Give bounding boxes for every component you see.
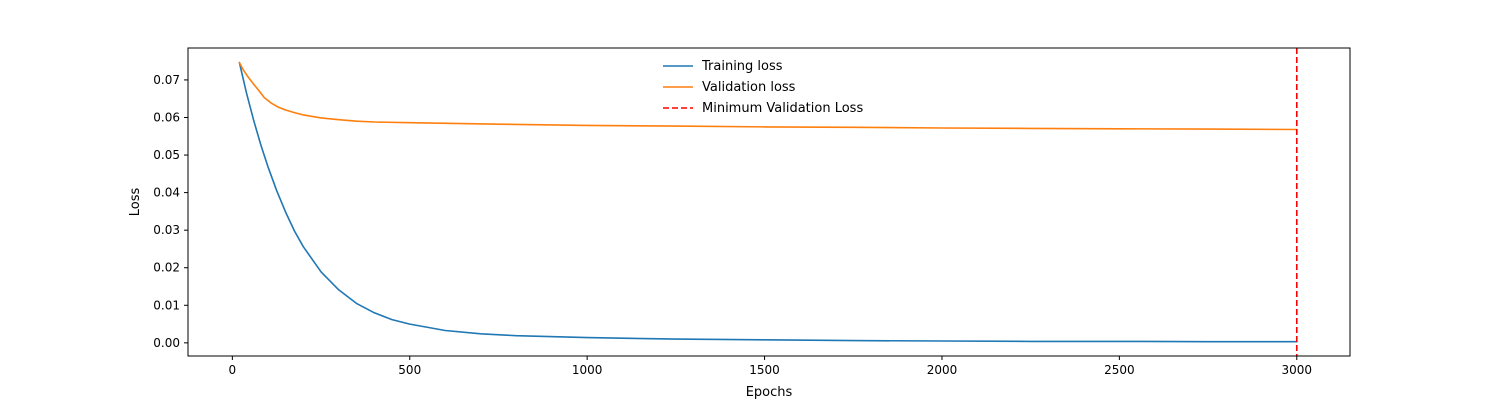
plot-series [238, 61, 1298, 343]
legend-label: Training loss [701, 59, 783, 74]
legend-item-minimum-validation-loss: Minimum Validation Loss [663, 101, 863, 116]
legend-label: Minimum Validation Loss [702, 101, 863, 116]
y-tick-label: 0.06 [153, 110, 180, 124]
legend-label: Validation loss [702, 80, 796, 95]
y-axis: 0.00 0.01 0.02 0.03 0.04 0.05 0.06 0.07 [153, 73, 188, 350]
x-tick-label: 1500 [749, 363, 780, 377]
y-tick-label: 0.07 [153, 73, 180, 87]
x-tick-label: 0 [229, 363, 237, 377]
x-axis-label: Epochs [746, 385, 793, 400]
y-tick-label: 0.00 [153, 336, 180, 350]
x-tick-label: 2000 [927, 363, 958, 377]
y-tick-label: 0.04 [153, 186, 180, 200]
training-loss-line [238, 61, 1298, 343]
legend: Training loss Validation loss Minimum Vali… [663, 59, 863, 116]
x-tick-label: 3000 [1282, 363, 1313, 377]
legend-item-training-loss: Training loss [663, 59, 783, 74]
x-tick-label: 1000 [572, 363, 603, 377]
y-tick-label: 0.02 [153, 261, 180, 275]
y-tick-label: 0.03 [153, 223, 180, 237]
plot-frame [187, 47, 1351, 357]
y-tick-label: 0.05 [153, 148, 180, 162]
x-axis: 0 500 1000 1500 2000 2500 3000 [229, 356, 1313, 377]
x-tick-label: 500 [398, 363, 421, 377]
validation-loss-line [238, 61, 1298, 131]
y-tick-label: 0.01 [153, 298, 180, 312]
y-axis-label: Loss [128, 188, 143, 217]
x-tick-label: 2500 [1104, 363, 1135, 377]
legend-item-validation-loss: Validation loss [663, 80, 796, 95]
